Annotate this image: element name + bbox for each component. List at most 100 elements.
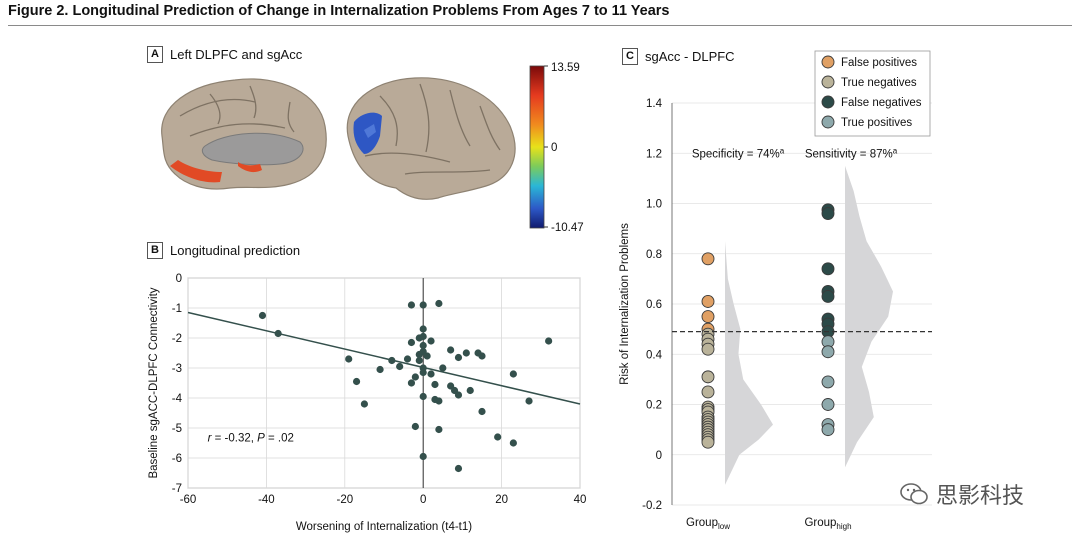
scatter-point	[423, 352, 431, 360]
violin-y-tick-label: 1.4	[646, 98, 663, 110]
scatter-point	[403, 355, 412, 363]
point-true-negatives	[701, 342, 715, 356]
panel-b-header: B Longitudinal prediction	[147, 242, 300, 259]
panel-c-title: sgAcc - DLPFC	[645, 49, 735, 64]
point-true-negatives	[701, 435, 715, 449]
annot-p-text: = .02	[265, 433, 294, 445]
colorbar-gradient	[529, 65, 545, 229]
sensitivity-text: Sensitivity = 87%	[805, 148, 893, 160]
panel-b-letter: B	[147, 242, 163, 259]
figure-title: Figure 2. Longitudinal Prediction of Cha…	[8, 3, 670, 19]
scatter-x-axis-label: Worsening of Internalization (t4-t1)	[296, 521, 472, 533]
scatter-point	[396, 362, 404, 371]
violin-category-label: Grouphigh	[804, 517, 851, 531]
violin-density-low	[725, 241, 773, 485]
scatter-point	[388, 356, 396, 365]
scatter-point	[427, 370, 435, 378]
point-true-negatives	[701, 385, 715, 399]
specificity-footnote: a	[780, 146, 785, 155]
scatter-y-tick-label: -1	[172, 303, 182, 315]
violin-y-tick-label: 0.4	[646, 349, 663, 361]
point-true-negatives	[701, 370, 715, 384]
scatter-point	[415, 356, 423, 365]
scatter-point	[509, 439, 517, 447]
scatter-y-tick-label: -7	[172, 483, 182, 495]
violin-category-label: Grouplow	[686, 517, 730, 531]
violin-y-axis-label: Risk of Internalization Problems	[619, 223, 631, 385]
scatter-point	[352, 377, 361, 386]
scatter-point	[360, 400, 368, 408]
violin-density-high	[845, 165, 893, 468]
scatter-point	[407, 338, 416, 347]
scatter-x-tick-label: 20	[495, 494, 508, 506]
watermark-text: 思影科技	[936, 484, 1025, 509]
legend-swatch	[821, 115, 835, 129]
annot-p: P	[257, 433, 265, 445]
panel-a-letter: A	[147, 46, 163, 63]
point-false-negatives	[821, 262, 835, 276]
scatter-point	[454, 464, 463, 473]
legend-label: False negatives	[841, 97, 922, 109]
colorbar-mid-label: 0	[551, 142, 557, 154]
scatter-point	[439, 364, 447, 372]
scatter-point	[525, 397, 533, 405]
scatter-y-tick-label: -4	[172, 393, 183, 405]
scatter-x-tick-label: -20	[336, 494, 353, 506]
panel-c-letter: C	[622, 48, 638, 65]
violin-legend: False positives True negatives False negat…	[814, 50, 931, 137]
legend-label: True positives	[841, 117, 912, 129]
scatter-point	[454, 353, 463, 362]
brain-medial-view	[161, 78, 327, 190]
scatter-point	[454, 391, 463, 399]
sensitivity-footnote: a	[893, 146, 898, 155]
violin-y-tick-label: 0	[656, 450, 662, 462]
scatter-x-tick-label: 0	[420, 494, 426, 506]
scatter-point	[345, 355, 353, 363]
scatter-y-tick-label: -5	[172, 423, 182, 435]
scatter-point	[435, 397, 443, 405]
scatter-point	[376, 365, 384, 374]
legend-label: True negatives	[841, 77, 917, 89]
specificity-label: Specificity = 74%a	[692, 146, 785, 160]
scatter-point	[407, 301, 416, 309]
scatter-point	[258, 311, 267, 320]
sensitivity-label: Sensitivity = 87%a	[805, 146, 898, 160]
point-false-negatives	[821, 207, 835, 221]
point-true-positives	[821, 398, 835, 411]
scatter-point	[509, 370, 517, 378]
point-true-positives	[821, 345, 835, 359]
scatter-point	[419, 332, 427, 341]
scatter-y-tick-label: 0	[176, 273, 182, 285]
scatter-x-tick-label: -40	[258, 494, 275, 506]
scatter-point	[407, 379, 416, 387]
annot-r: r	[208, 433, 213, 445]
violin-y-tick-label: 1.0	[646, 199, 662, 211]
colorbar-min-label: -10.47	[551, 222, 584, 234]
point-true-positives	[821, 423, 835, 437]
watermark: 思影科技	[900, 478, 1024, 510]
violin-y-tick-label: -0.2	[642, 500, 662, 512]
scatter-y-axis-label: Baseline sgACC-DLPFC Connectivity	[148, 287, 160, 478]
scatter-point	[478, 352, 486, 360]
annot-r-text: = -0.32,	[211, 433, 257, 445]
scatter-chart: -60 -40 -20 0 20 40 0 -1 -2 -3 -4 -5 -6 -7 Worsening …	[148, 273, 587, 533]
panel-c-header: C sgAcc - DLPFC	[622, 48, 735, 65]
scatter-fit-line	[187, 311, 581, 405]
scatter-y-tick-label: -3	[172, 363, 182, 375]
violin-y-tick-label: 1.2	[646, 148, 662, 160]
legend-label: False positives	[841, 57, 917, 69]
title-divider	[8, 25, 1072, 26]
scatter-point	[478, 407, 486, 416]
scatter-point	[274, 329, 282, 338]
violin-y-tick-label: 0.2	[646, 400, 662, 412]
point-false-positives	[701, 252, 715, 266]
point-false-positives	[701, 310, 715, 324]
panel-b-title: Longitudinal prediction	[170, 243, 301, 258]
violin-y-tick-label: 0.6	[646, 299, 662, 311]
scatter-point	[411, 422, 419, 431]
point-true-positives	[821, 375, 835, 389]
scatter-x-tick-label: 40	[574, 494, 587, 506]
specificity-text: Specificity = 74%	[692, 148, 780, 160]
colorbar-max-label: 13.59	[551, 62, 580, 74]
violin-chart: 1.4 1.2 1.0 0.8 0.6 0.4 0.2 0 -0.2 Specificity =…	[619, 50, 932, 531]
